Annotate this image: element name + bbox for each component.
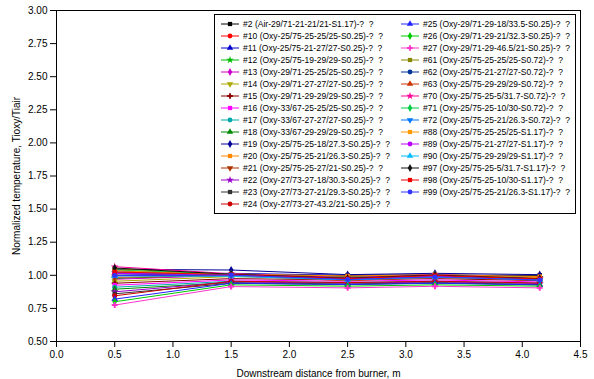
html-text:#98 (Oxy-25/75-25-10/30-S1.17): #98 (Oxy-25/75-25-10/30-S1.17)-? ? (423, 175, 563, 185)
html-text:#90 (Oxy-25/75-29-29/29-S1.17): #90 (Oxy-25/75-29-29/29-S1.17)-? ? (423, 151, 563, 161)
svg-text:0.50: 0.50 (28, 336, 48, 347)
html-text:#27 (Oxy-29/71-29-46.5/21-S0.2: #27 (Oxy-29/71-29-46.5/21-S0.25)-? ? (423, 43, 570, 53)
html-text:#21 (Oxy-25/75-25-27/21-S0.25): #21 (Oxy-25/75-25-27/21-S0.25)-? ? (243, 163, 383, 173)
html-text:#10 (Oxy-25/75-25-25/25-S0.25): #10 (Oxy-25/75-25-25/25-S0.25)-? ? (243, 31, 383, 41)
html-text:#19 (Oxy-25/75-25-18/27.3-S0.2: #19 (Oxy-25/75-25-18/27.3-S0.25)-? ? (243, 139, 390, 149)
svg-text:Normalized temperature, Tioxy/: Normalized temperature, Tioxy/Tiair (11, 96, 22, 255)
html-text:#61 (Oxy-25/75-25-25/25-S0.72): #61 (Oxy-25/75-25-25/25-S0.72)-? ? (423, 55, 563, 65)
html-text:#89 (Oxy-25/75-21-27/27-S1.17): #89 (Oxy-25/75-21-27/27-S1.17)-? ? (423, 139, 563, 149)
html-text:#14 (Oxy-29/71-27-27/27-S0.25): #14 (Oxy-29/71-27-27/27-S0.25)-? ? (243, 79, 383, 89)
html-text:#71 (Oxy-25/75-25-10/30-S0.72): #71 (Oxy-25/75-25-10/30-S0.72)-? ? (423, 103, 563, 113)
html-text:#97 (Oxy-25/75-25-5/31.7-S1.17: #97 (Oxy-25/75-25-5/31.7-S1.17)-? ? (423, 163, 566, 173)
html-text:#24 (Oxy-27/73-27-43.2/21-S0.2: #24 (Oxy-27/73-27-43.2/21-S0.25)-? ? (243, 199, 390, 209)
svg-text:1.50: 1.50 (28, 203, 48, 214)
html-text:#2 (Air-29/71-21-21/21-S1.17)-: #2 (Air-29/71-21-21/21-S1.17)-? ? (243, 19, 374, 29)
svg-text:1.00: 1.00 (28, 270, 48, 281)
svg-text:3.00: 3.00 (28, 5, 48, 16)
html-text:#11 (Oxy-25/75-21-27/27-S0.25): #11 (Oxy-25/75-21-27/27-S0.25)-? ? (243, 43, 383, 53)
svg-text:2.00: 2.00 (28, 137, 48, 148)
svg-text:1.5: 1.5 (224, 349, 238, 360)
svg-text:0.75: 0.75 (28, 303, 48, 314)
html-text:#63 (Oxy-25/75-29-29/29-S0.72): #63 (Oxy-25/75-29-29/29-S0.72)-? ? (423, 79, 563, 89)
svg-text:1.75: 1.75 (28, 170, 48, 181)
html-text:#70 (Oxy-25/75-25-5/31.7-S0.72: #70 (Oxy-25/75-25-5/31.7-S0.72)-? ? (423, 91, 566, 101)
svg-text:2.0: 2.0 (282, 349, 296, 360)
svg-text:Downstream distance from burne: Downstream distance from burner, m (237, 368, 401, 379)
html-text:#25 (Oxy-29/71-29-18/33.5-S0.2: #25 (Oxy-29/71-29-18/33.5-S0.25)-? ? (423, 19, 570, 29)
svg-text:1.25: 1.25 (28, 236, 48, 247)
html-text:#17 (Oxy-33/67-27-27/27-S0.25): #17 (Oxy-33/67-27-27/27-S0.25)-? ? (243, 115, 383, 125)
svg-text:3.5: 3.5 (457, 349, 471, 360)
html-text:#12 (Oxy-25/75-19-29/29-S0.25): #12 (Oxy-25/75-19-29/29-S0.25)-? ? (243, 55, 383, 65)
svg-text:0.0: 0.0 (50, 349, 64, 360)
svg-text:2.75: 2.75 (28, 38, 48, 49)
svg-text:4.5: 4.5 (574, 349, 588, 360)
svg-text:1.0: 1.0 (166, 349, 180, 360)
svg-text:3.0: 3.0 (399, 349, 413, 360)
svg-text:2.25: 2.25 (28, 104, 48, 115)
html-text:#72 (Oxy-25/75-25-21/26.3-S0.7: #72 (Oxy-25/75-25-21/26.3-S0.72)-? ? (423, 115, 570, 125)
html-text:#88 (Oxy-25/75-25-25/25-S1.17): #88 (Oxy-25/75-25-25/25-S1.17)-? ? (423, 127, 563, 137)
html-text:#26 (Oxy-29/71-29-21/32.3-S0.2: #26 (Oxy-29/71-29-21/32.3-S0.25)-? ? (423, 31, 570, 41)
html-text:#99 (Oxy-25/75-25-21/26.3-S1.1: #99 (Oxy-25/75-25-21/26.3-S1.17)-? ? (423, 187, 570, 197)
html-text:#18 (Oxy-33/67-29-29/29-S0.25): #18 (Oxy-33/67-29-29/29-S0.25)-? ? (243, 127, 383, 137)
svg-text:2.50: 2.50 (28, 71, 48, 82)
html-text:#20 (Oxy-25/75-25-21/26.3-S0.2: #20 (Oxy-25/75-25-21/26.3-S0.25)-? ? (243, 151, 390, 161)
svg-text:2.5: 2.5 (341, 349, 355, 360)
html-text:#62 (Oxy-25/75-21-27/27-S0.72): #62 (Oxy-25/75-21-27/27-S0.72)-? ? (423, 67, 563, 77)
svg-text:4.0: 4.0 (515, 349, 529, 360)
html-text:#16 (Oxy-33/67-25-25/25-S0.25): #16 (Oxy-33/67-25-25/25-S0.25)-? ? (243, 103, 383, 113)
svg-text:0.5: 0.5 (108, 349, 122, 360)
html-text:#13 (Oxy-29/71-25-25/25-S0.25): #13 (Oxy-29/71-25-25/25-S0.25)-? ? (243, 67, 383, 77)
html-text:#23 (Oxy-27/73-27-21/29.3-S0.2: #23 (Oxy-27/73-27-21/29.3-S0.25)-? ? (243, 187, 390, 197)
html-text:#22 (Oxy-27/73-27-18/30.3-S0.2: #22 (Oxy-27/73-27-18/30.3-S0.25)-? ? (243, 175, 390, 185)
html-text:#15 (Oxy-29/71-29-29/29-S0.25): #15 (Oxy-29/71-29-29/29-S0.25)-? ? (243, 91, 383, 101)
